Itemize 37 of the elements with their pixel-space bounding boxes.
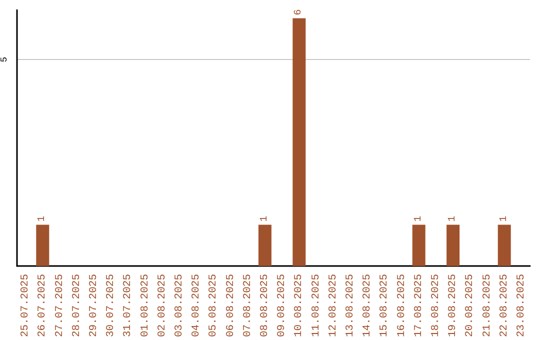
data-label: 1: [37, 216, 48, 222]
x-tick-label: 13.08.2025: [344, 274, 356, 338]
data-label: 1: [498, 216, 510, 222]
x-tick-label: 10.08.2025: [293, 274, 306, 338]
x-tick-label: 14.08.2025: [362, 274, 374, 338]
x-tick-label: 17.08.2025: [412, 274, 425, 338]
x-tick-label: 09.08.2025: [276, 274, 288, 338]
x-tick-label: 26.07.2025: [36, 274, 49, 338]
x-tick-label: 20.08.2025: [464, 274, 476, 338]
x-tick-label: 23.08.2025: [515, 274, 528, 338]
x-tick-label: 06.08.2025: [224, 274, 237, 338]
x-tick-label: 02.08.2025: [156, 274, 168, 338]
x-tick-label: 03.08.2025: [173, 274, 186, 338]
data-label: 1: [259, 216, 270, 222]
x-tick-label: 25.07.2025: [20, 274, 32, 338]
x-tick-label: 05.08.2025: [208, 274, 220, 338]
x-tick-label: 29.07.2025: [88, 274, 100, 338]
x-tick-label: 18.08.2025: [430, 274, 442, 338]
x-tick-label: 22.08.2025: [498, 274, 510, 338]
x-tick-label: 16.08.2025: [396, 274, 408, 338]
data-label: 1: [413, 216, 424, 222]
x-tick-label: 27.07.2025: [54, 274, 66, 338]
data-label: 6: [294, 9, 305, 16]
x-tick-label: 08.08.2025: [258, 274, 271, 338]
x-tick-label: 07.08.2025: [242, 274, 254, 338]
x-tick-label: 04.08.2025: [190, 274, 203, 338]
x-tick-label: 21.08.2025: [481, 274, 494, 338]
x-tick-label: 12.08.2025: [327, 274, 340, 338]
x-tick-label: 19.08.2025: [447, 274, 460, 338]
x-tick-label: 30.07.2025: [105, 274, 118, 338]
x-tick-label: 15.08.2025: [378, 274, 391, 338]
x-tick-label: 28.07.2025: [70, 274, 83, 338]
x-tick-label: 11.08.2025: [310, 274, 322, 338]
data-label: 1: [448, 216, 459, 222]
x-tick-label: 31.07.2025: [122, 274, 134, 338]
y-tick-label: 5: [0, 56, 10, 62]
x-tick-label: 01.08.2025: [139, 274, 152, 338]
